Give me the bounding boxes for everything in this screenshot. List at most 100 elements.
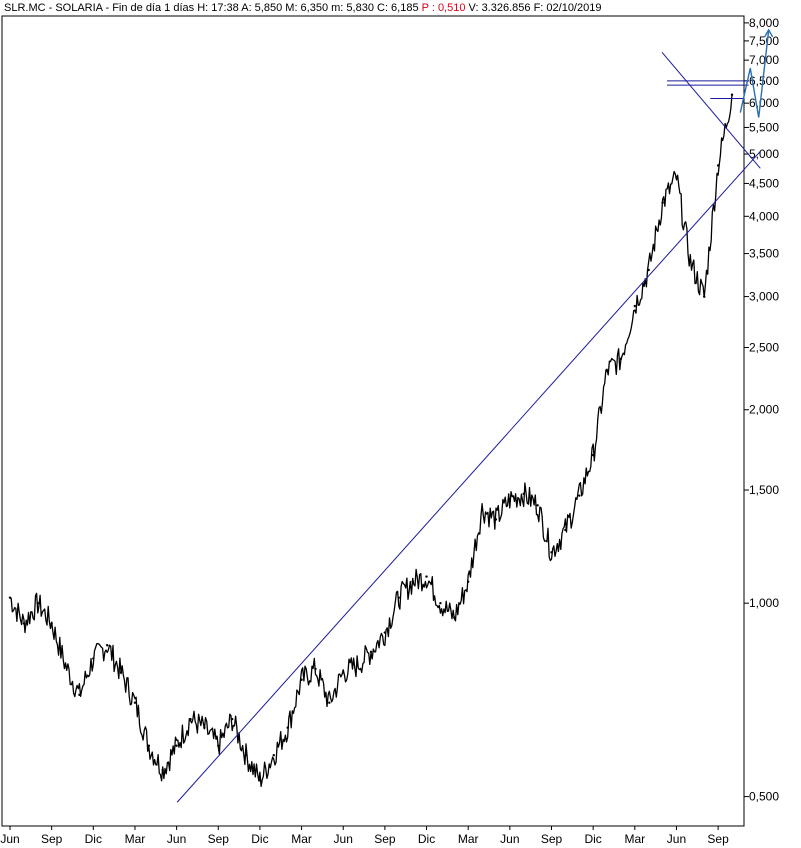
y-tick-label: 2,500 bbox=[749, 340, 779, 354]
price-point bbox=[217, 744, 220, 747]
price-point bbox=[466, 580, 470, 583]
projection-path bbox=[739, 29, 770, 118]
price-point bbox=[258, 779, 262, 782]
y-tick-label: 7,000 bbox=[749, 53, 779, 67]
price-point bbox=[397, 596, 400, 599]
price-point bbox=[619, 357, 623, 361]
y-tick-label: 6,000 bbox=[749, 96, 779, 110]
x-tick-label: Mar bbox=[125, 832, 146, 846]
price-point bbox=[550, 551, 553, 554]
price-point bbox=[439, 601, 442, 605]
x-tick-label: Mar bbox=[624, 832, 645, 846]
y-tick-label: 4,000 bbox=[749, 209, 779, 223]
header-open: A: 5,850 bbox=[239, 2, 282, 14]
x-tick-label: Sep bbox=[707, 832, 729, 846]
price-series-line bbox=[9, 94, 733, 788]
price-point bbox=[383, 631, 387, 634]
price-point bbox=[716, 164, 720, 167]
price-point bbox=[50, 622, 53, 625]
price-point bbox=[480, 508, 484, 511]
price-point bbox=[605, 369, 609, 372]
projection-arrowhead bbox=[764, 28, 774, 38]
y-tick-label: 3,500 bbox=[749, 247, 779, 261]
x-tick-label: Jun bbox=[167, 832, 186, 846]
price-point bbox=[425, 575, 428, 578]
price-point bbox=[92, 657, 95, 660]
price-point bbox=[578, 494, 581, 497]
plot-frame bbox=[1, 15, 745, 827]
price-point bbox=[328, 701, 331, 704]
price-point bbox=[105, 644, 109, 647]
price-point bbox=[369, 650, 373, 654]
x-tick-label: Sep bbox=[541, 832, 563, 846]
price-point bbox=[22, 622, 26, 625]
x-tick-label: Jun bbox=[667, 832, 686, 846]
x-tick-label: Dic bbox=[584, 832, 601, 846]
y-tick-label: 5,500 bbox=[749, 120, 779, 134]
price-point bbox=[244, 753, 248, 757]
x-tick-label: Jun bbox=[334, 832, 353, 846]
y-tick-label: 4,500 bbox=[749, 176, 779, 190]
price-point bbox=[286, 726, 289, 729]
x-tick-label: Jun bbox=[500, 832, 519, 846]
price-point bbox=[300, 678, 303, 681]
y-tick-label: 6,500 bbox=[749, 74, 779, 88]
header-high: H: 17:38 bbox=[194, 2, 239, 14]
resistance-trendline bbox=[661, 51, 761, 169]
price-point bbox=[564, 528, 567, 532]
price-point bbox=[633, 304, 637, 308]
price-point bbox=[508, 498, 512, 501]
header-change: P : 0,510 bbox=[419, 2, 466, 14]
price-point bbox=[730, 93, 734, 96]
price-point bbox=[161, 768, 164, 772]
price-point bbox=[36, 601, 39, 605]
price-point bbox=[355, 664, 359, 667]
price-point bbox=[494, 518, 498, 521]
price-point bbox=[591, 453, 595, 457]
x-tick-label: Mar bbox=[458, 832, 479, 846]
price-point bbox=[522, 492, 525, 495]
price-point bbox=[78, 693, 81, 697]
header-date: F: 02/10/2019 bbox=[531, 2, 602, 14]
price-point bbox=[689, 260, 692, 263]
price-point bbox=[453, 616, 456, 619]
price-point bbox=[272, 753, 276, 757]
price-point bbox=[647, 268, 650, 272]
y-tick-label: 1,000 bbox=[749, 596, 779, 610]
x-tick-label: Sep bbox=[374, 832, 396, 846]
y-tick-label: 8,000 bbox=[749, 16, 779, 30]
price-point bbox=[675, 176, 678, 179]
price-point bbox=[536, 504, 539, 507]
y-tick-label: 5,000 bbox=[749, 147, 779, 161]
price-point bbox=[342, 671, 345, 674]
header-min: m: 5,830 bbox=[328, 2, 374, 14]
chart-header: SLR.MC - SOLARIA - Fin de día 1 días H: … bbox=[4, 2, 601, 14]
price-point bbox=[661, 201, 664, 204]
y-tick-label: 0,500 bbox=[749, 790, 779, 804]
header-close: C: 6,185 bbox=[374, 2, 419, 14]
y-tick-label: 7,500 bbox=[749, 34, 779, 48]
price-point bbox=[230, 717, 234, 721]
price-point bbox=[189, 717, 192, 721]
price-point bbox=[703, 295, 706, 298]
support-trendline bbox=[176, 150, 761, 803]
price-point bbox=[119, 671, 123, 674]
x-tick-label: Sep bbox=[208, 832, 230, 846]
header-volume: V: 3.326.856 bbox=[465, 2, 530, 14]
x-tick-label: Sep bbox=[41, 832, 63, 846]
y-tick-label: 2,000 bbox=[749, 403, 779, 417]
x-tick-label: Jun bbox=[0, 832, 19, 846]
price-point bbox=[203, 726, 206, 729]
price-point bbox=[147, 744, 151, 747]
x-tick-label: Dic bbox=[85, 832, 102, 846]
y-tick-label: 3,000 bbox=[749, 290, 779, 304]
x-tick-label: Dic bbox=[251, 832, 268, 846]
y-tick-label: 1,500 bbox=[749, 483, 779, 497]
price-point bbox=[314, 667, 317, 671]
price-point bbox=[8, 596, 12, 599]
x-tick-label: Mar bbox=[291, 832, 312, 846]
price-point bbox=[133, 701, 137, 704]
price-point bbox=[411, 580, 414, 583]
header-max: M: 6,350 bbox=[282, 2, 328, 14]
